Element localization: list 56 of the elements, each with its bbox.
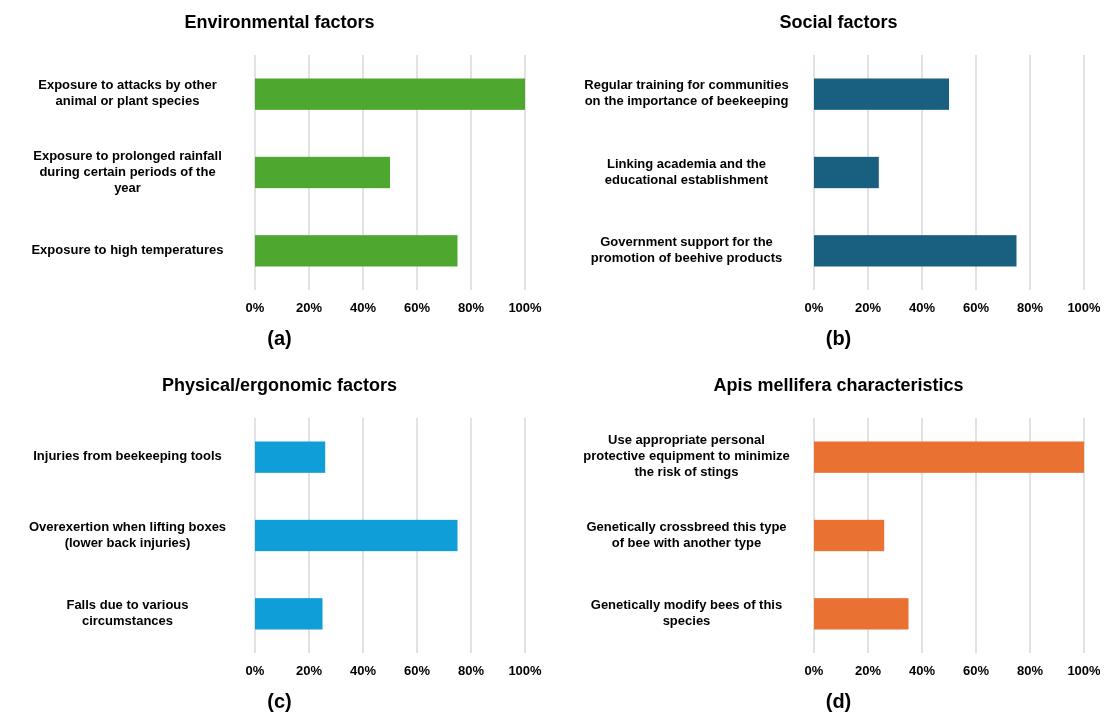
bar <box>814 519 885 552</box>
y-tick-label: Genetically modify bees of this species <box>590 597 783 629</box>
chart-title: Environmental factors <box>184 12 375 32</box>
text: (c) <box>267 690 292 712</box>
x-tick-label: 60% <box>403 300 431 315</box>
text: (d) <box>825 690 852 712</box>
bar <box>255 235 458 267</box>
y-tick-label: Regular training for communities on the importance of beekeeping <box>584 77 789 109</box>
x-tick-label: 80% <box>457 663 485 678</box>
x-tick-label: 80% <box>1016 663 1044 678</box>
y-tick-label: Exposure to attacks by other animal or plant species <box>38 77 217 109</box>
y-tick-label: Exposure to prolonged rainfall during certain periods of the year <box>33 147 222 195</box>
bar <box>814 235 1017 267</box>
x-tick-label: 0% <box>804 300 824 315</box>
x-tick-label: 100% <box>1067 300 1102 315</box>
bar <box>814 156 879 189</box>
x-tick-label: 0% <box>804 663 824 678</box>
bar <box>255 441 326 473</box>
y-tick-label: Injuries from beekeeping tools <box>33 448 222 464</box>
y-tick-label: Use appropriate personal protective equipment to minimize the risk of stings <box>583 432 790 480</box>
x-tick-label: 20% <box>295 663 323 678</box>
x-tick-label: 100% <box>508 300 543 315</box>
x-tick-label: 20% <box>854 300 882 315</box>
x-tick-label: 80% <box>457 300 485 315</box>
y-tick-label: Falls due to various circumstances <box>66 597 189 629</box>
y-tick-label: Overexertion when lifting boxes (lower back injuries) <box>28 518 227 550</box>
x-tick-label: 60% <box>962 300 990 315</box>
chart-title: Social factors <box>779 12 898 32</box>
bar <box>814 78 949 110</box>
chart-title: Physical/ergonomic factors <box>161 375 398 395</box>
x-tick-label: 60% <box>962 663 990 678</box>
bar <box>255 598 323 630</box>
x-tick-label: 0% <box>245 300 265 315</box>
x-tick-label: 40% <box>908 300 936 315</box>
text: (a) <box>267 327 292 349</box>
y-tick-label: Exposure to high temperatures <box>31 242 224 258</box>
bar <box>255 519 458 552</box>
bar <box>814 441 1084 473</box>
bar <box>255 156 390 189</box>
bar <box>255 78 525 110</box>
text: (b) <box>825 327 852 349</box>
y-tick-label: Government support for the promotion of beehive products <box>590 234 783 266</box>
x-tick-label: 0% <box>245 663 265 678</box>
x-tick-label: 40% <box>908 663 936 678</box>
x-tick-label: 80% <box>1016 300 1044 315</box>
y-tick-label: Genetically crossbreed this type of bee with another type <box>586 518 787 550</box>
x-tick-label: 100% <box>1067 663 1102 678</box>
x-tick-label: 100% <box>508 663 543 678</box>
x-tick-label: 20% <box>295 300 323 315</box>
x-tick-label: 40% <box>349 300 377 315</box>
chart-title: Apis mellifera characteristics <box>713 375 964 395</box>
x-tick-label: 20% <box>854 663 882 678</box>
x-tick-label: 60% <box>403 663 431 678</box>
y-tick-label: Linking academia and the educational establishment <box>604 155 769 187</box>
bar <box>814 598 909 630</box>
x-tick-label: 40% <box>349 663 377 678</box>
